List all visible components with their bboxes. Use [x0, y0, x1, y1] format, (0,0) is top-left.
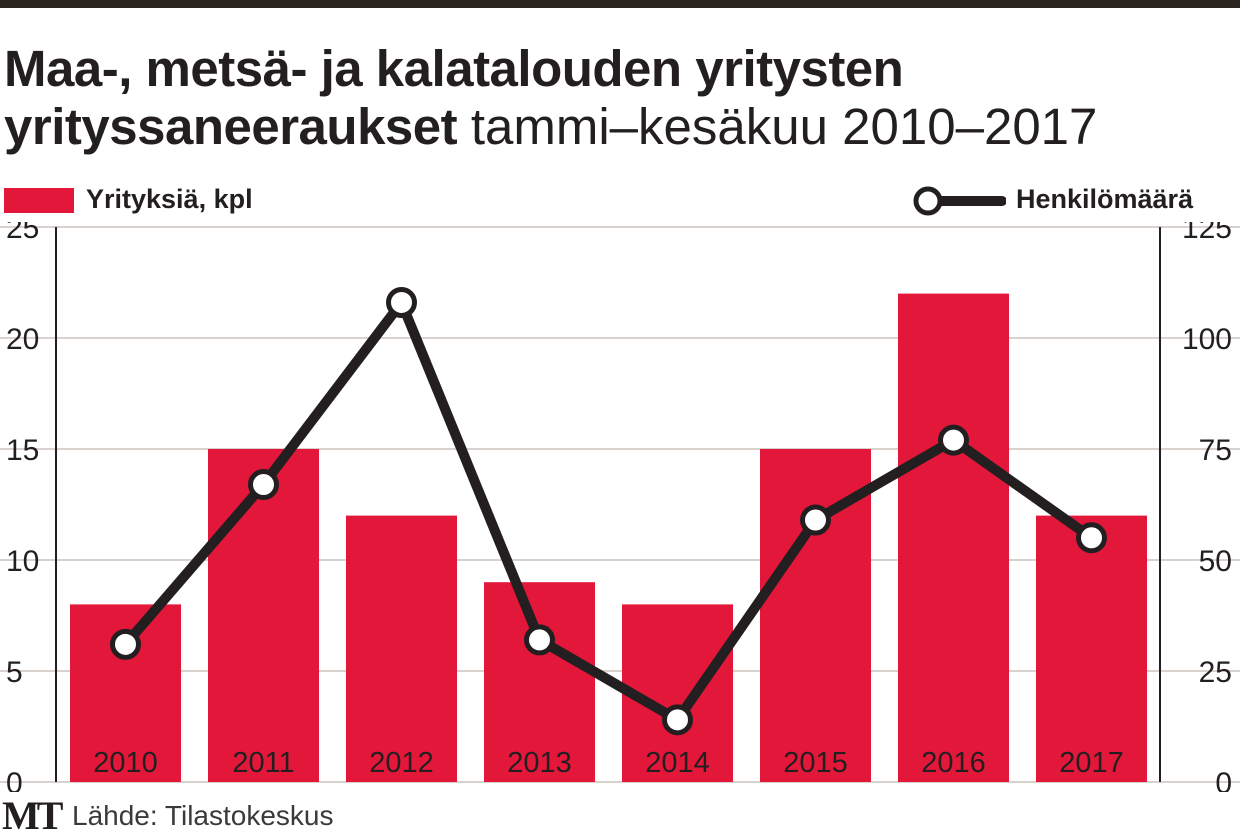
bar-2017: [1036, 515, 1147, 782]
right-axis-tick-label: 0: [1215, 767, 1232, 792]
x-axis-tick-label: 2011: [232, 747, 294, 779]
legend-line-label: Henkilömäärä: [1016, 184, 1194, 214]
left-axis-tick-label: 15: [6, 434, 39, 467]
left-axis-tick-label: 0: [6, 767, 23, 792]
x-axis-tick-label: 2014: [645, 747, 710, 779]
left-axis-tick-label: 20: [6, 323, 39, 356]
right-axis-tick-label: 25: [1199, 656, 1232, 689]
legend-bar-swatch: [4, 188, 74, 213]
legend-line-swatch: [913, 186, 1006, 216]
bar-2015: [760, 449, 871, 782]
mt-logo: MT: [2, 793, 63, 838]
line-point-2016: [938, 424, 969, 456]
legend-bar-label: Yrityksiä, kpl: [86, 184, 253, 214]
bar-2012: [346, 515, 457, 782]
left-axis-tick-label: 10: [6, 545, 39, 578]
right-axis-tick-label: 125: [1182, 222, 1232, 245]
x-axis-tick-label: 2012: [369, 747, 434, 779]
line-point-2015: [800, 504, 831, 536]
line-point-2014: [662, 704, 693, 736]
line-point-2011: [248, 469, 279, 501]
right-axis-tick-label: 50: [1199, 545, 1232, 578]
title-bold: Maa-, metsä- ja kalatalouden yritysten y…: [4, 40, 904, 155]
x-axis-tick-label: 2017: [1059, 747, 1124, 779]
right-axis-tick-label: 100: [1182, 323, 1232, 356]
x-axis-tick-label: 2013: [507, 747, 572, 779]
henkilomaara-line: [120, 297, 1097, 725]
top-rule: [0, 0, 1240, 8]
x-axis-tick-label: 2016: [921, 747, 986, 779]
bar-2013: [484, 582, 595, 782]
x-axis-tick-label: 2010: [93, 747, 158, 779]
left-axis-tick-label: 5: [6, 656, 23, 689]
right-axis-tick-label: 75: [1199, 434, 1232, 467]
x-axis-tick-label: 2015: [783, 747, 848, 779]
line-point-2010: [110, 628, 141, 660]
left-axis-tick-label: 25: [6, 222, 39, 245]
bar-2011: [208, 449, 319, 782]
line-point-2017: [1076, 522, 1107, 554]
source-note: Lähde: Tilastokeskus: [72, 800, 334, 831]
chart-title: Maa-, metsä- ja kalatalouden yritysten y…: [4, 40, 1240, 156]
line-point-2013: [524, 624, 555, 656]
line-point-2012: [386, 286, 417, 318]
combo-chart: 0 5 10 15 20 25 0 25 50 75 100 125 2010 2011 2012 2013 2…: [0, 222, 1240, 792]
title-period: tammi–kesäkuu 2010–2017: [470, 98, 1098, 155]
bar-2016: [898, 293, 1009, 782]
